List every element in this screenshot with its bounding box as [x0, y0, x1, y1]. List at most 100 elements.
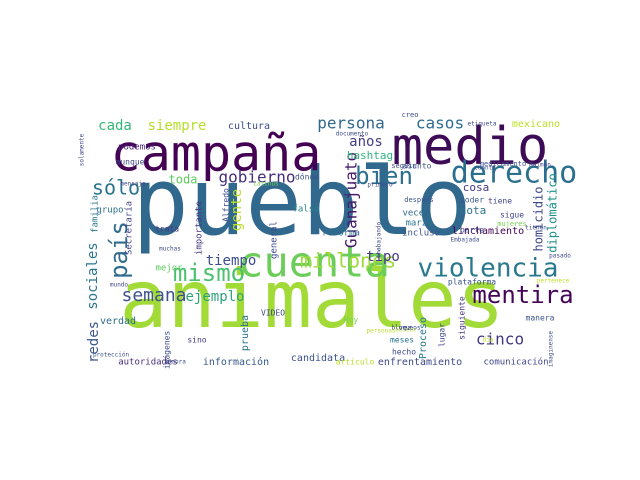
cloud-word: vez — [399, 324, 412, 332]
cloud-word: sigue — [500, 211, 524, 220]
cloud-word: Alfredo — [222, 188, 231, 222]
cloud-word: seguir — [391, 162, 416, 170]
cloud-word: gente — [229, 189, 245, 231]
cloud-word: veces — [402, 209, 429, 219]
cloud-word: meses — [390, 336, 414, 345]
cloud-word: sociales — [85, 242, 101, 309]
cloud-word: homicidio — [532, 186, 546, 251]
cloud-word: poder — [460, 196, 484, 205]
cloud-word: Raimán — [529, 162, 551, 169]
cloud-word: bien — [355, 162, 413, 190]
cloud-word: cultura — [228, 121, 270, 132]
cloud-word: aunque — [116, 158, 145, 167]
cloud-word: etiqueta — [468, 121, 497, 128]
cloud-word: autoridades — [118, 358, 178, 368]
cloud-word: artículo — [336, 358, 375, 367]
cloud-word: pertenece — [537, 278, 570, 285]
cloud-word: mismo — [173, 259, 245, 287]
cloud-word: diplomático — [546, 173, 560, 252]
cloud-word: Sonora — [164, 359, 186, 366]
cloud-word: casos — [416, 114, 464, 133]
cloud-word: bloqueos — [392, 325, 421, 332]
cloud-word: ejemplo — [185, 289, 244, 305]
cloud-word: redes — [86, 321, 102, 363]
cloud-word: cada — [98, 118, 132, 134]
cloud-word: después — [404, 196, 434, 204]
cloud-word: Secretaría — [125, 201, 135, 255]
cloud-word: lugar — [438, 323, 447, 347]
cloud-word: años — [349, 134, 383, 150]
cloud-word: violencia — [418, 254, 559, 284]
cloud-word: mentira — [472, 281, 573, 309]
cloud-word: nota — [460, 204, 487, 217]
cloud-word: manera — [526, 314, 555, 323]
cloud-word: documento — [336, 131, 369, 138]
cloud-word: imaginense — [548, 331, 555, 368]
cloud-word: verdad — [100, 316, 136, 327]
cloud-word: falso — [292, 205, 319, 215]
cloud-word: mexicano — [512, 119, 560, 130]
cloud-word: protección — [93, 352, 130, 359]
cloud-word: Latinus — [253, 181, 279, 188]
cloud-word: buscar — [395, 327, 417, 334]
cloud-word: persona — [317, 114, 384, 133]
cloud-word: semana — [121, 285, 186, 306]
cloud-word: podemos — [118, 143, 156, 153]
cloud-word: prueba — [240, 315, 251, 351]
cloud-word: mujeres — [497, 220, 527, 228]
cloud-word: animales — [119, 253, 504, 346]
cloud-word: sólo — [92, 176, 140, 200]
cloud-word: muchas — [159, 246, 181, 253]
cloud-word: linchamiento — [452, 226, 524, 237]
cloud-word: solamente — [79, 133, 86, 166]
cloud-word: reforma — [322, 229, 360, 239]
cloud-word: plataforma — [448, 278, 496, 287]
cloud-word: día — [483, 337, 494, 344]
cloud-word: tiene — [488, 197, 512, 206]
cloud-word: toda — [169, 173, 198, 187]
cloud-word: siguiente — [458, 296, 467, 340]
cloud-word: creo — [402, 111, 419, 119]
cloud-word: cuanto — [474, 165, 496, 172]
cloud-word: trabajando — [376, 222, 383, 259]
cloud-word: millones — [300, 249, 396, 273]
cloud-word: grupo — [96, 206, 123, 216]
cloud-word: Proceso — [418, 317, 429, 359]
cloud-word: mensaje — [120, 181, 146, 188]
cloud-word: país — [105, 221, 133, 279]
cloud-word: sino — [187, 336, 206, 345]
cloud-word: enfrentamiento — [378, 357, 462, 368]
cloud-word: candidata — [291, 353, 345, 364]
cloud-word: incluso — [402, 229, 440, 239]
cloud-word: Hoy — [344, 316, 359, 325]
cloud-word: siempre — [147, 118, 206, 134]
cloud-word: gobierno — [218, 168, 295, 187]
cloud-word: pueblo — [132, 148, 472, 257]
cloud-word: tiempo — [206, 253, 257, 269]
cloud-word: imágenes — [163, 331, 172, 370]
cloud-word: derecho — [451, 156, 577, 191]
cloud-word: hecho — [392, 348, 416, 357]
cloud-word: general — [270, 221, 280, 259]
cloud-word: tipo — [366, 249, 400, 265]
cloud-word: pasado — [549, 253, 571, 260]
cloud-word: parte — [460, 226, 484, 235]
cloud-word: información — [203, 356, 269, 368]
cloud-word: mundo — [110, 282, 128, 289]
cloud-word: medicamento — [480, 160, 526, 168]
cloud-word: mejor — [155, 264, 183, 274]
cloud-word: dónde — [295, 172, 319, 182]
cloud-word: trata — [155, 225, 179, 234]
cloud-word: medio — [392, 117, 549, 177]
cloud-word: personas — [367, 328, 396, 335]
cloud-word: VIDEO — [261, 309, 285, 318]
cloud-word: campaña — [111, 125, 322, 183]
cloud-word: primero — [367, 182, 393, 189]
cloud-word: hashtag — [347, 149, 393, 162]
cloud-word: Embajada — [451, 237, 480, 244]
cloud-word: cosa — [463, 181, 490, 194]
cloud-word: asunto — [403, 162, 432, 171]
cloud-word: Guanajuato — [342, 152, 361, 248]
cloud-word: cuenta — [238, 238, 390, 287]
